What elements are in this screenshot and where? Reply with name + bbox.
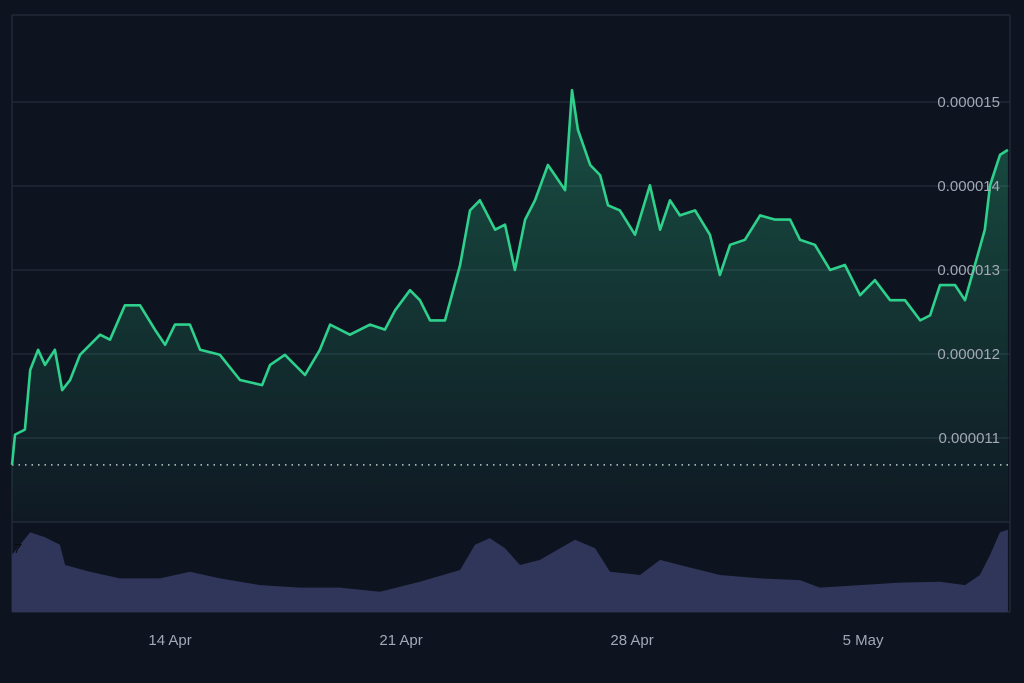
x-axis-labels: 14 Apr 21 Apr 28 Apr 5 May — [148, 632, 884, 649]
x-tick-label: 28 Apr — [610, 632, 653, 649]
price-area-fill — [12, 90, 1008, 522]
y-tick-label: 0.000014 — [937, 178, 1000, 195]
y-tick-label: 0.000015 — [937, 94, 1000, 111]
y-tick-label: 0.000013 — [937, 262, 1000, 279]
x-tick-label: 21 Apr — [379, 632, 422, 649]
x-tick-label: 5 May — [843, 632, 884, 649]
price-line — [10, 88, 1009, 466]
x-tick-label: 14 Apr — [148, 632, 191, 649]
y-tick-label: 0.000011 — [939, 430, 1000, 447]
y-tick-label: 0.000012 — [937, 346, 1000, 363]
volume-area — [12, 529, 1008, 612]
y-axis-labels: 0.000015 0.000014 0.000013 0.000012 0.000011 — [937, 94, 1000, 447]
watermark-logo: 7 — [14, 541, 22, 556]
